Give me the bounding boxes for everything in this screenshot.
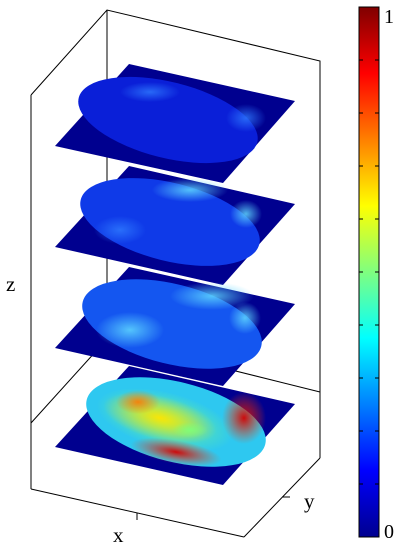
slice-2-spot [170,282,254,310]
colorbar: 1 0 [358,6,394,543]
slice-3 [55,166,295,285]
axes-box-front [30,95,321,538]
slice-4-disc [78,76,258,164]
colorbar-ticks [359,59,379,485]
slice-3-disc [80,178,260,266]
slice-1-spot [116,390,160,414]
slice-1-spot [172,422,208,438]
slice-1-spot [130,437,222,467]
slice-4 [55,64,295,183]
z-axis-label: z [6,272,15,296]
slice-4-spot [226,104,266,132]
y-axis-label: y [304,489,315,513]
slice-3-spot [230,200,262,228]
slice-3-spot [152,178,228,202]
slice-2-spot [96,312,164,348]
x-axis-label: x [113,523,124,544]
colorbar-max-label: 1 [384,6,394,28]
slice-2-spot [229,302,261,334]
slice-1 [55,366,295,485]
axes-box-back [30,9,321,392]
slice-3-spot [94,216,146,244]
colorbar-min-label: 0 [384,521,394,543]
slice-2 [55,267,295,386]
slice-1-spot [222,392,266,444]
slice-4-spot [120,82,180,102]
